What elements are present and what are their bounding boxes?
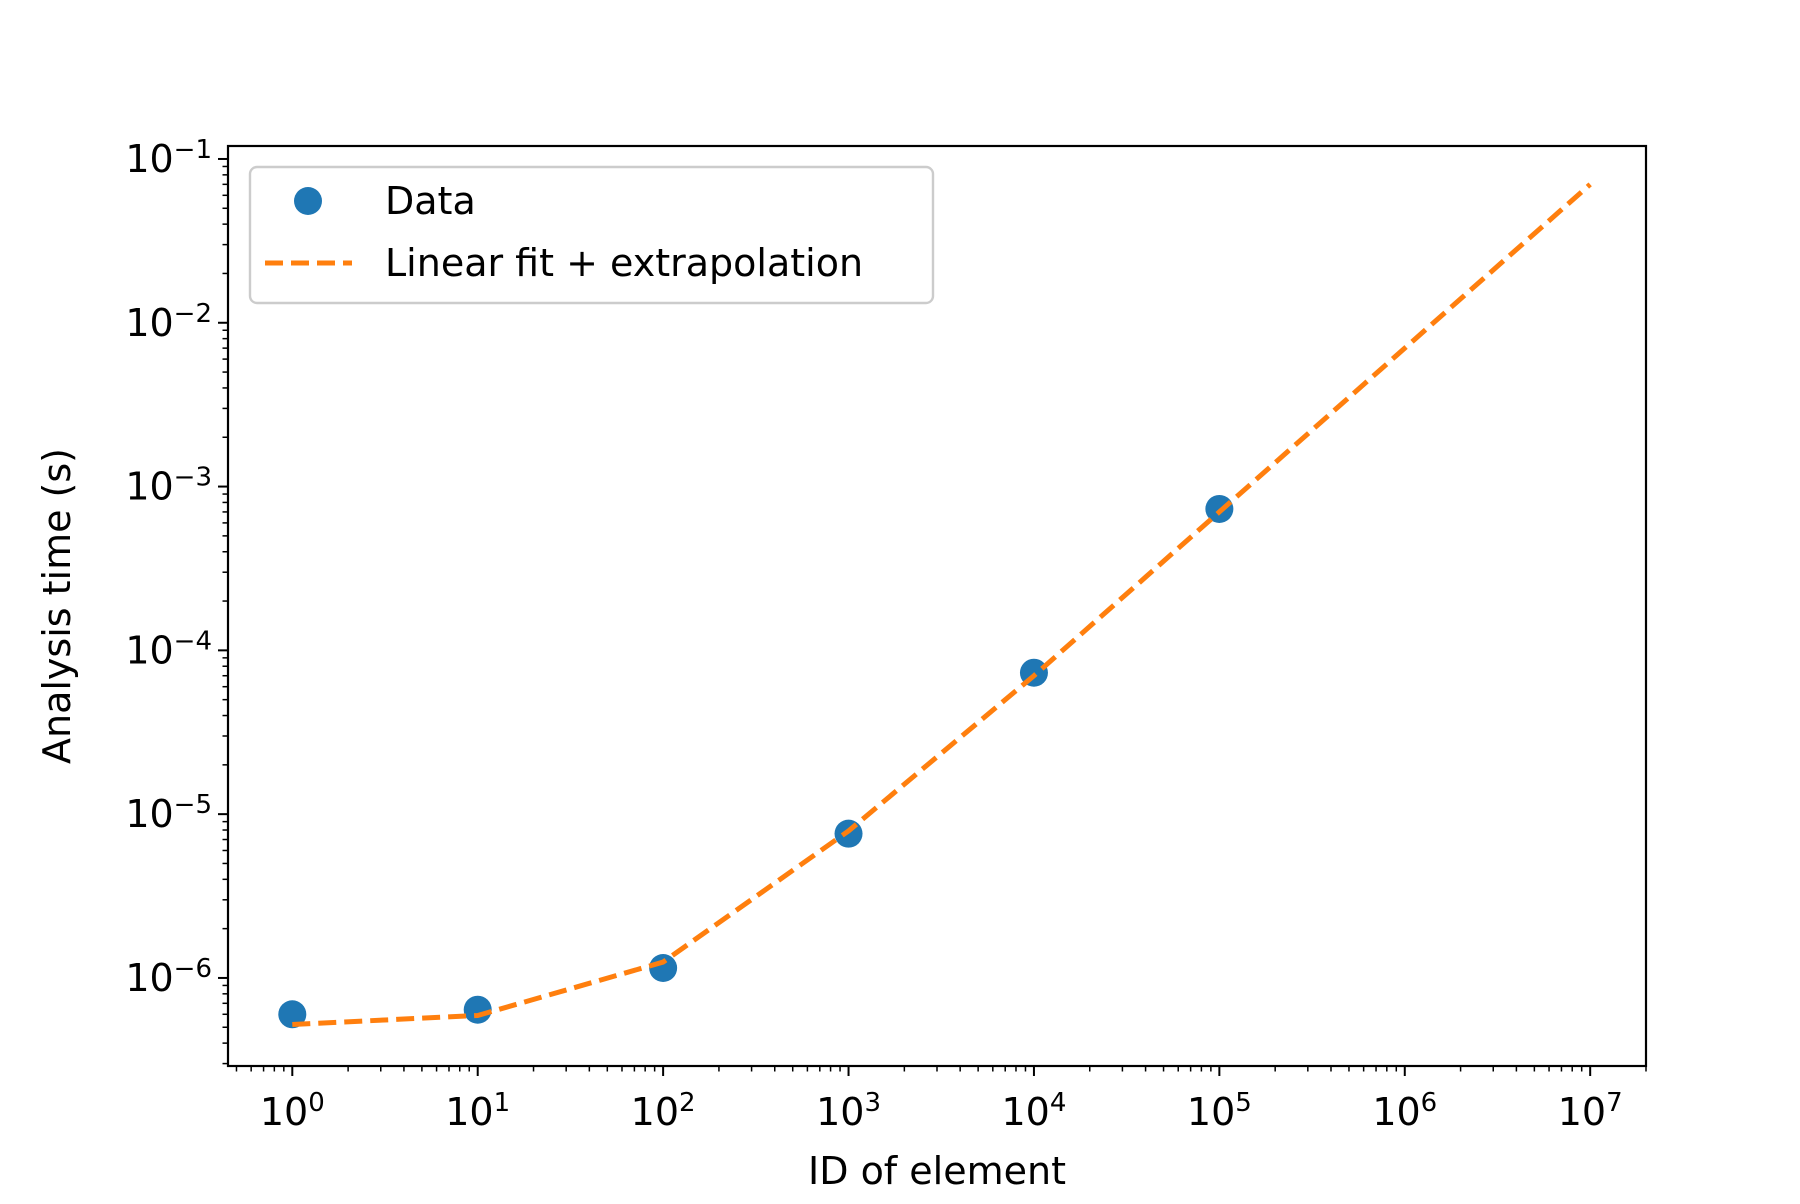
- legend-label-fit: Linear fit + extrapolation: [385, 241, 863, 285]
- x-tick-label: 105: [1187, 1088, 1252, 1134]
- x-tick-label: 106: [1372, 1088, 1437, 1134]
- x-tick-label: 102: [631, 1088, 696, 1134]
- y-tick-label: 10−5: [125, 790, 212, 836]
- data-point: [463, 995, 492, 1024]
- x-axis: 100 101 102 103 104 105 106 107: [260, 1066, 1623, 1134]
- plot-content: [278, 182, 1592, 1029]
- y-tick-label: 10−2: [125, 299, 212, 345]
- x-tick-label: 107: [1558, 1088, 1623, 1134]
- y-tick-label: 10−6: [125, 954, 212, 1000]
- y-axis: 10−6 10−5 10−4 10−3 10−2 10−1: [125, 135, 228, 1000]
- legend-marker-data: [294, 187, 322, 215]
- y-axis-label: Analysis time (s): [35, 448, 79, 764]
- data-point: [278, 1000, 307, 1029]
- y-tick-label: 10−1: [125, 135, 212, 181]
- y-tick-label: 10−4: [125, 626, 212, 672]
- legend-label-data: Data: [385, 179, 476, 223]
- data-point: [649, 954, 678, 983]
- legend-item-data: Data: [294, 179, 476, 223]
- legend-box: [248, 165, 935, 305]
- x-tick-label: 103: [816, 1088, 881, 1134]
- x-tick-label: 104: [1001, 1088, 1066, 1134]
- x-tick-label: 101: [445, 1088, 510, 1134]
- x-axis-label: ID of element: [808, 1149, 1066, 1193]
- legend-item-fit: Linear fit + extrapolation: [265, 241, 863, 285]
- y-tick-label: 10−3: [125, 463, 212, 509]
- legend: Data Linear fit + extrapolation: [248, 165, 935, 305]
- fit-line: [292, 182, 1592, 1027]
- plot-frame: [226, 144, 1648, 1068]
- x-tick-label: 100: [260, 1088, 325, 1134]
